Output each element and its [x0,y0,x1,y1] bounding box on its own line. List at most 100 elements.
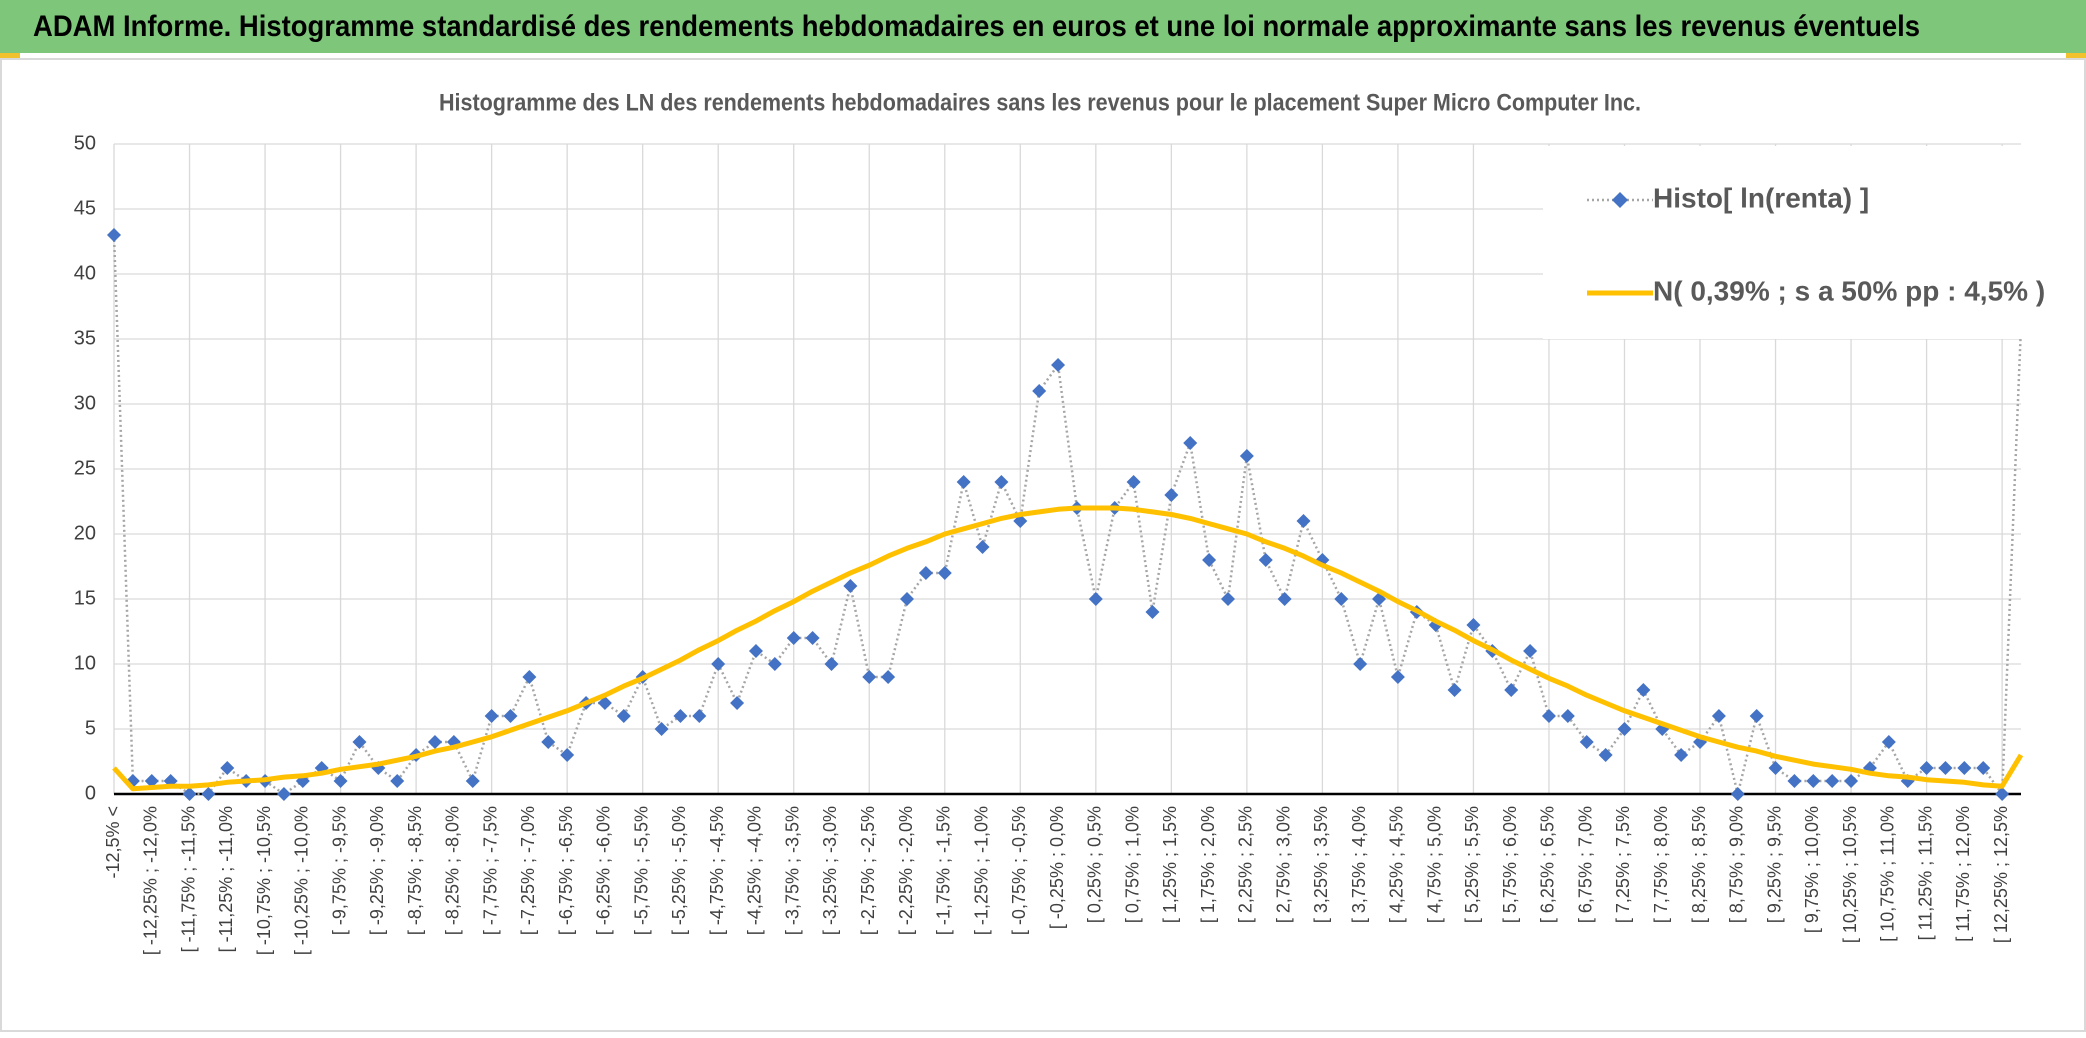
x-tick-label: [ 10,25% ; 10,5% [1840,806,1860,943]
y-tick-label: 25 [74,457,96,479]
y-tick-label: 50 [74,132,96,154]
data-point [975,540,990,554]
x-tick-label: [ 3,25% ; 3,5% [1311,806,1331,923]
data-point [1598,748,1613,762]
data-point [1919,761,1934,775]
series-line [112,505,2024,792]
corner [2066,53,2086,59]
data-point [1051,358,1066,372]
data-point [1145,605,1160,619]
x-tick-label: [ 12,25% ; 12,5% [1991,806,2011,943]
x-tick-label: [ 3,75% ; 4,0% [1349,806,1369,923]
data-point [1088,592,1103,606]
data-point [1126,475,1141,489]
data-point [1258,553,1273,567]
y-tick-label: 20 [74,522,96,544]
data-point [597,696,612,710]
data-point [333,774,348,788]
data-point [1353,657,1368,671]
data-point [1844,774,1859,788]
data-point [465,774,480,788]
data-point [1787,774,1802,788]
x-tick-label: [ -3,75% ; -3,5% [782,806,802,935]
legend [1543,146,2028,339]
chart-subtitle: Histogramme des LN des rendements hebdom… [439,89,1641,116]
legend-marker [1612,192,1628,208]
x-tick-label: [ -7,25% ; -7,0% [518,806,538,935]
data-point [1296,514,1311,528]
data-point [805,631,820,645]
x-tick-label: [ -12,25% ; -12,0% [141,806,161,955]
x-tick-label: [ -6,25% ; -6,0% [594,806,614,935]
x-tick-label: [ -2,75% ; -2,5% [858,806,878,935]
y-tick-label: 40 [74,262,96,284]
x-tick-label: [ 0,75% ; 1,0% [1122,806,1142,923]
x-tick-label: [ 1,25% ; 1,5% [1160,806,1180,923]
y-tick-label: 35 [74,327,96,349]
x-tick-label: [ 5,75% ; 6,0% [1500,806,1520,923]
x-tick-label: [ 10,75% ; 11,0% [1878,806,1898,942]
x-tick-label: -12,5% < [103,806,123,879]
data-point [654,722,669,736]
data-point [1523,644,1538,658]
data-point [1541,709,1556,723]
chart-border [0,58,2086,1032]
y-tick-label: 10 [74,652,96,674]
data-point [1504,683,1519,697]
title-bar [0,0,2086,53]
x-tick-label: [ -6,75% ; -6,5% [556,806,576,935]
data-point [1674,748,1689,762]
data-point [673,709,688,723]
x-tick-label: [ -1,25% ; -1,0% [971,806,991,935]
data-point [1220,592,1235,606]
data-point [503,709,518,723]
data-point [484,709,499,723]
corner [0,53,20,59]
data-point [276,787,291,801]
x-tick-label: [ -9,25% ; -9,0% [367,806,387,935]
data-point [748,644,763,658]
x-tick-label: [ 9,75% ; 10,0% [1802,806,1822,933]
y-tick-label: 0 [85,782,96,804]
data-point [1995,787,2010,801]
data-point [1881,735,1896,749]
x-tick-label: [ 1,75% ; 2,0% [1198,806,1218,923]
data-point [427,735,442,749]
data-point [1617,722,1632,736]
x-tick-label: [ -10,75% ; -10,5% [254,806,274,955]
data-point [1183,436,1198,450]
data-point [692,709,707,723]
data-point [900,592,915,606]
data-point [843,579,858,593]
y-tick-label: 30 [74,392,96,414]
x-tick-label: [ -7,75% ; -7,5% [480,806,500,935]
data-point [1466,618,1481,632]
x-tick-label: [ 11,75% ; 12,0% [1953,806,1973,942]
plot-area [107,228,2028,801]
legend-label: N( 0,39% ; s a 50% pp : 4,5% ) [1653,275,2045,306]
data-point [1390,670,1405,684]
data-point [616,709,631,723]
data-point [1579,735,1594,749]
x-tick-label: [ -8,25% ; -8,0% [443,806,463,935]
data-point [937,566,952,580]
data-point [1202,553,1217,567]
x-tick-label: [ -1,75% ; -1,5% [934,806,954,935]
data-point [220,761,235,775]
x-tick-label: [ 11,25% ; 11,5% [1915,806,1935,940]
x-tick-label: [ -2,25% ; -2,0% [896,806,916,935]
x-tick-label: [ 8,25% ; 8,5% [1689,806,1709,923]
grid: 0 5 10 15 20 25 30 35 40 45 50 -12,5% < [ -12,25% ; … [74,132,2021,955]
data-point [1560,709,1575,723]
x-tick-label: [ 5,25% ; 5,5% [1462,806,1482,923]
data-point [352,735,367,749]
data-point [994,475,1009,489]
data-point [786,631,801,645]
data-point [541,735,556,749]
data-point [1749,709,1764,723]
data-point [560,748,575,762]
data-point [1730,787,1745,801]
x-tick-label: [ -4,25% ; -4,0% [745,806,765,935]
data-point [1636,683,1651,697]
